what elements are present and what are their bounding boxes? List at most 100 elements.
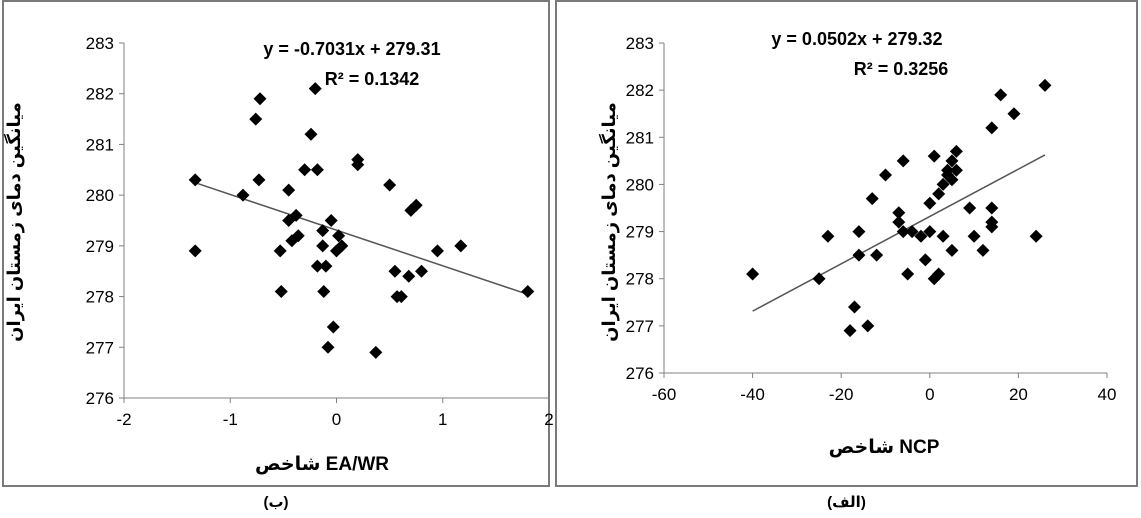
data-point <box>923 196 937 210</box>
data-point <box>852 248 866 262</box>
y-tick-label: 278 <box>626 270 654 289</box>
data-point <box>927 149 941 163</box>
trendline <box>194 182 528 296</box>
data-point <box>945 243 959 257</box>
x-axis-label: شاخص EA/WR <box>255 454 389 475</box>
data-point <box>1038 78 1052 92</box>
x-tick-label: 1 <box>438 410 447 429</box>
data-point <box>316 239 330 253</box>
data-point <box>188 244 202 258</box>
data-point <box>402 269 416 283</box>
data-point <box>936 177 950 191</box>
y-tick-label: 277 <box>86 338 114 357</box>
data-point <box>932 187 946 201</box>
data-point <box>409 198 423 212</box>
y-tick-label: 279 <box>626 223 654 242</box>
data-point <box>941 163 955 177</box>
scatter-chart-right: 276 277 278 279 280 281 282 283 -60 -40 -20 0 20 40 y … <box>598 29 1116 458</box>
data-point <box>383 178 397 192</box>
x-tick-label: 0 <box>332 410 341 429</box>
data-point <box>905 225 919 239</box>
r-squared-label: R² = 0.3256 <box>854 59 949 79</box>
data-point <box>847 300 861 314</box>
data-point <box>879 168 892 182</box>
y-axis-label: میانگین دمای زمستان ایران <box>598 102 620 342</box>
y-tick-label: 283 <box>626 34 654 53</box>
data-point <box>852 225 866 239</box>
x-tick-label: 0 <box>925 385 934 404</box>
data-point <box>985 121 999 135</box>
data-point <box>394 290 408 304</box>
y-tick-label: 276 <box>86 389 114 408</box>
y-tick-label: 276 <box>626 364 654 383</box>
data-point <box>918 253 932 267</box>
data-point <box>321 340 335 354</box>
data-point <box>285 234 299 248</box>
data-point <box>923 225 937 239</box>
data-point <box>316 224 330 238</box>
data-point <box>521 285 535 298</box>
data-point <box>1029 229 1043 243</box>
data-point <box>945 173 959 187</box>
data-point <box>865 192 879 206</box>
data-point <box>351 153 365 167</box>
data-point <box>896 154 910 168</box>
data-point <box>335 239 349 253</box>
data-point <box>932 267 946 281</box>
data-point <box>821 229 835 243</box>
x-tick-label: -60 <box>652 385 677 404</box>
data-point <box>304 127 318 141</box>
caption-right: (الف) <box>827 494 866 511</box>
data-point <box>308 82 322 96</box>
data-point <box>963 201 977 215</box>
data-point <box>430 244 444 258</box>
data-point <box>369 345 383 359</box>
data-point <box>985 220 999 234</box>
data-point <box>326 320 340 334</box>
scatter-chart-left: 276 277 278 279 280 281 282 283 -2 -1 0 1 2 y = -0.70… <box>3 34 554 475</box>
data-point <box>388 264 402 278</box>
x-tick-label: -20 <box>829 385 854 404</box>
data-point <box>310 259 324 273</box>
data-point <box>274 285 288 298</box>
y-tick-label: 280 <box>86 186 114 205</box>
data-point <box>861 319 875 333</box>
data-point <box>317 285 331 298</box>
y-tick-label: 282 <box>86 85 114 104</box>
regression-equation: y = 0.0502x + 279.32 <box>771 29 942 49</box>
y-tick-label: 283 <box>86 34 114 53</box>
data-point <box>1007 107 1021 121</box>
x-tick-label: -1 <box>223 410 238 429</box>
y-tick-label: 278 <box>86 288 114 307</box>
data-point <box>319 259 333 273</box>
data-point <box>843 324 857 338</box>
chart-panel-left: 276 277 278 279 280 281 282 283 -2 -1 0 1 2 y = -0.70… <box>2 0 554 487</box>
data-point <box>945 154 959 168</box>
chart-panel-right: 276 277 278 279 280 281 282 283 -60 -40 -20 0 20 40 y … <box>555 0 1138 487</box>
data-point <box>985 201 999 215</box>
y-tick-label: 277 <box>626 317 654 336</box>
data-point <box>994 88 1008 102</box>
data-point <box>332 229 346 243</box>
y-axis-label: میانگین دمای زمستان ایران <box>3 102 25 342</box>
x-tick-label: 20 <box>1009 385 1028 404</box>
y-tick-label: 281 <box>86 135 114 154</box>
data-point <box>896 225 910 239</box>
data-point <box>298 163 312 177</box>
data-point <box>252 173 266 187</box>
data-point <box>273 244 287 258</box>
data-point <box>892 206 906 220</box>
data-point <box>253 92 267 106</box>
y-tick-label: 281 <box>626 128 654 147</box>
data-point <box>901 267 915 281</box>
data-point <box>236 188 250 202</box>
data-point <box>976 243 990 257</box>
data-point <box>949 144 963 158</box>
data-point <box>310 163 324 177</box>
data-point <box>812 272 826 286</box>
caption-left: (ب) <box>263 494 289 511</box>
x-axis-label: شاخص NCP <box>829 437 940 458</box>
y-tick-label: 280 <box>626 175 654 194</box>
data-point <box>746 267 760 281</box>
data-point <box>249 112 263 126</box>
